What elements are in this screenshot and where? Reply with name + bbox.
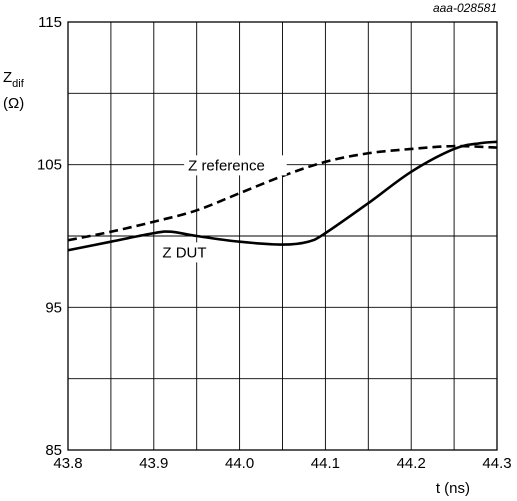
y-axis-unit: (Ω) [3, 95, 24, 112]
y-axis-label: Zdif [3, 69, 25, 90]
x-tick-label: 44.0 [225, 455, 254, 472]
annotations: Z reference Z DUT [158, 155, 287, 263]
y-axis-label-main: Z [3, 69, 12, 86]
x-tick-label: 44.3 [482, 455, 511, 472]
reference-id: aaa-028581 [433, 1, 497, 15]
series-line-dut [67, 140, 498, 252]
y-tick-labels: 85 95 105 115 [37, 14, 62, 459]
y-tick-label: 115 [38, 14, 62, 31]
series-group [67, 140, 498, 252]
annotation-label-0: Z reference [188, 157, 265, 174]
x-axis-label: t (ns) [436, 480, 470, 497]
x-tick-labels: 43.8 43.9 44.0 44.1 44.2 44.3 [53, 455, 511, 472]
y-axis-label-sub: dif [12, 78, 25, 90]
annotation-background [158, 242, 210, 263]
y-tick-label: 105 [37, 157, 62, 174]
plot-frame [67, 21, 498, 451]
x-tick-label: 44.1 [311, 455, 340, 472]
y-tick-label: 95 [45, 299, 62, 316]
x-tick-label: 43.8 [53, 455, 82, 472]
y-tick-label: 85 [45, 442, 62, 459]
annotation-background [184, 155, 287, 176]
x-tick-label: 44.2 [397, 455, 426, 472]
series-line-reference [67, 144, 498, 242]
annotation-label-1: Z DUT [162, 244, 206, 261]
x-tick-label: 43.9 [139, 455, 168, 472]
